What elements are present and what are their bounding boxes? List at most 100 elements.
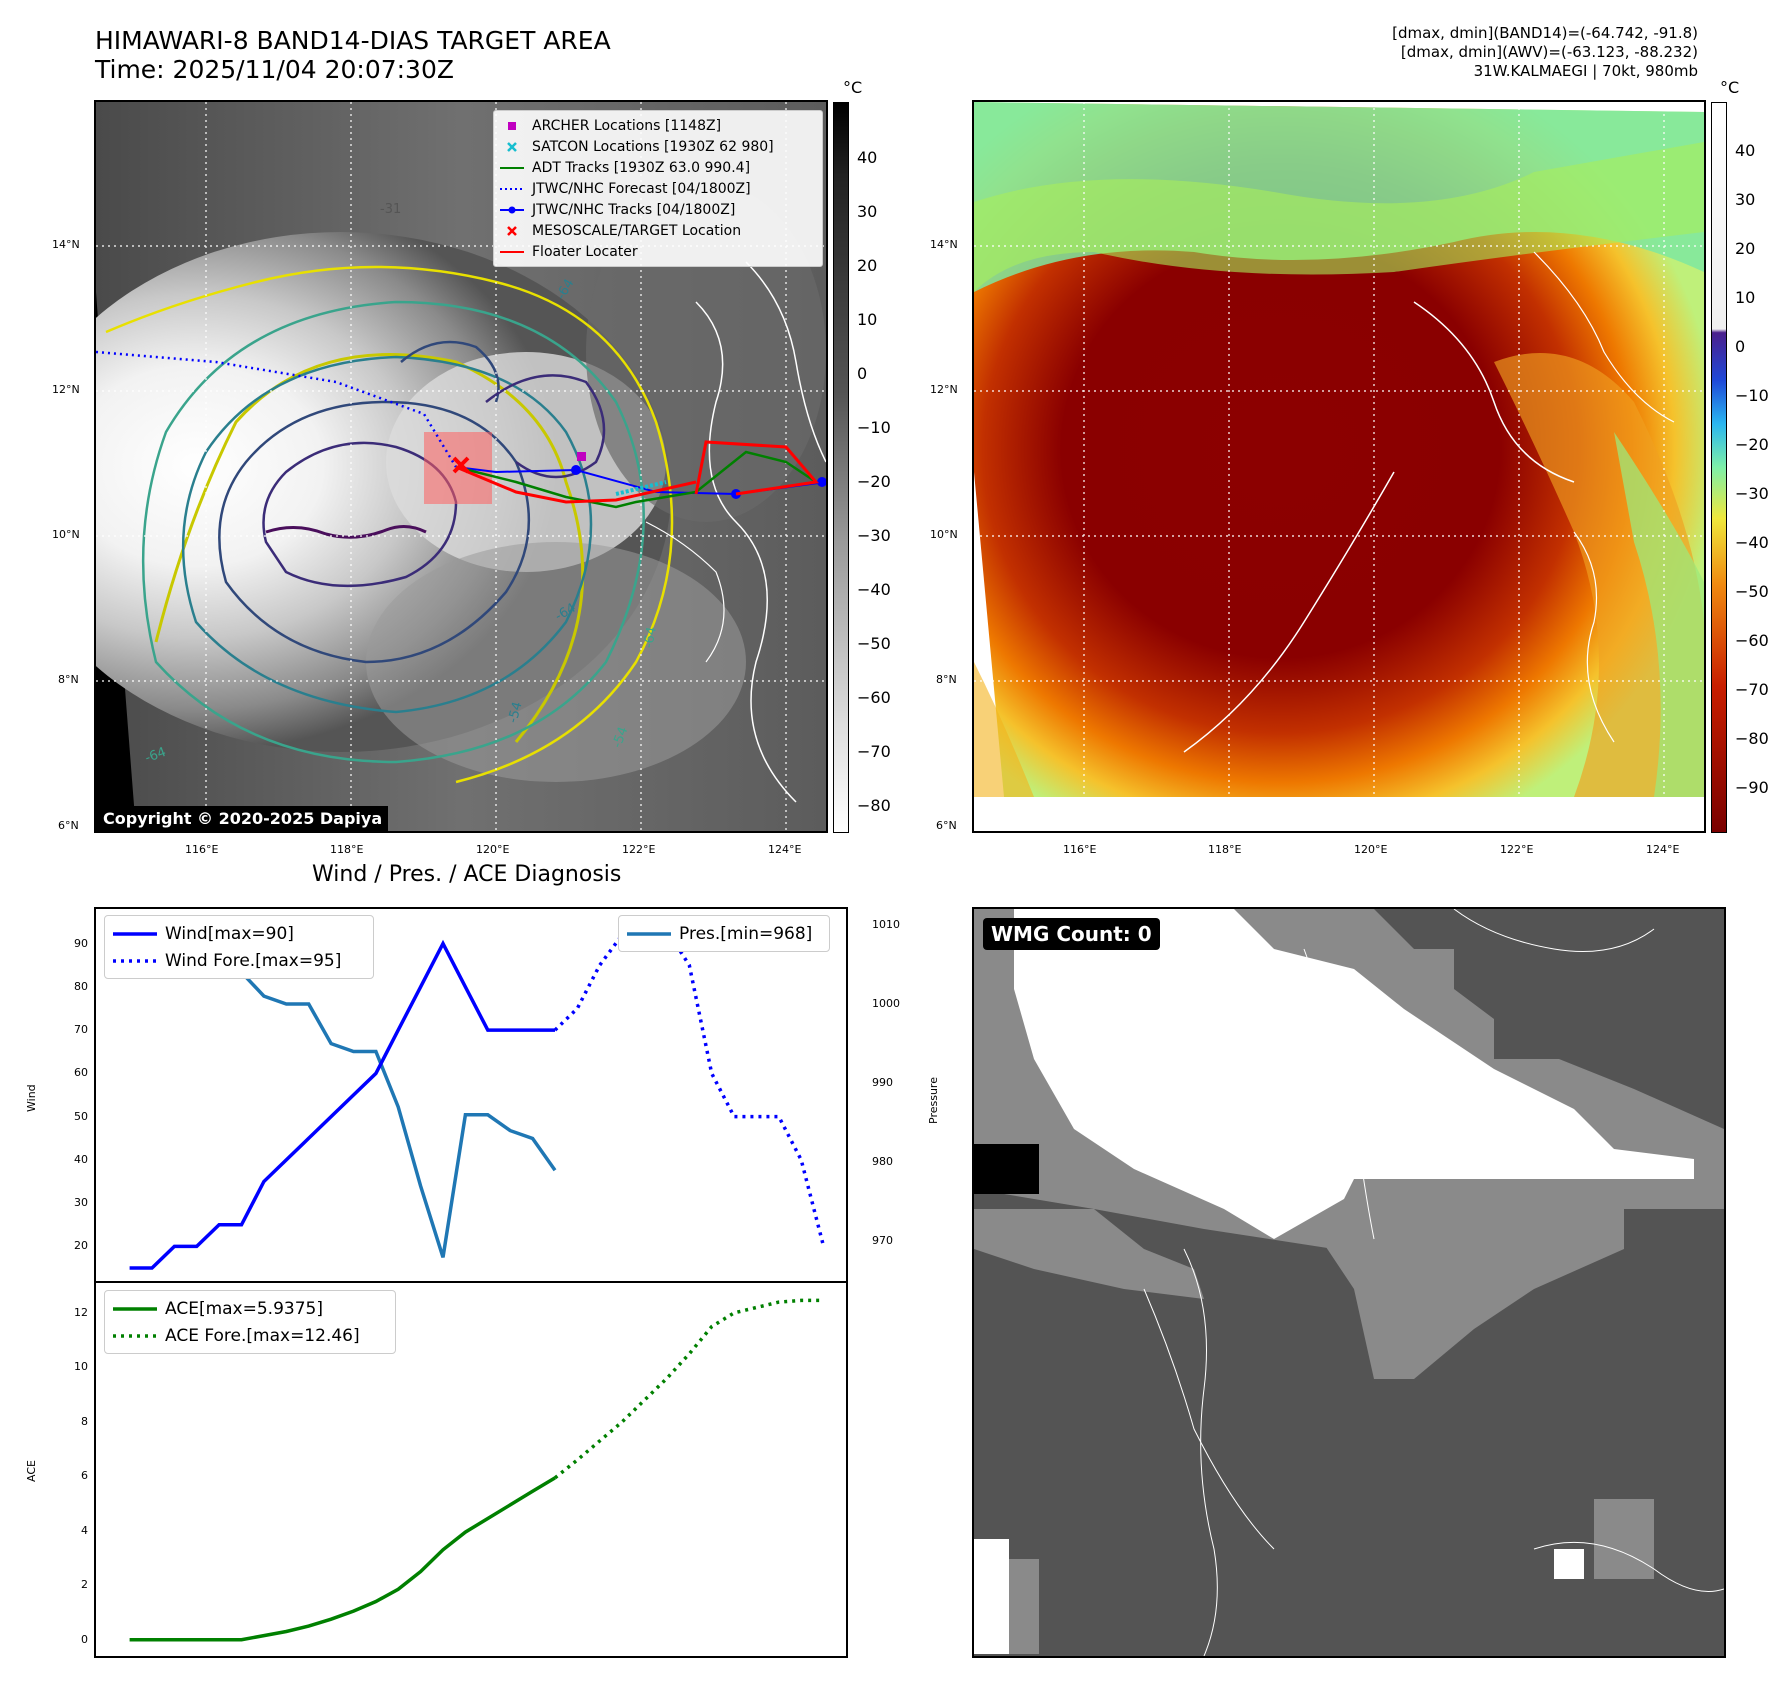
- legend-ace-label: ACE[max=5.9375]: [165, 1298, 323, 1319]
- legend-wind-forecast: Wind Fore.[max=95]: [113, 947, 365, 974]
- heat-colorbar: [1711, 102, 1727, 833]
- figure-title: HIMAWARI-8 BAND14-DIAS TARGET AREA Time:…: [95, 26, 611, 84]
- legend-mesoscale: MESOSCALE/TARGET Location: [500, 220, 816, 241]
- gray-colorbar: [833, 102, 849, 833]
- heat-colorbar-tick: −50: [1735, 582, 1769, 601]
- pressure-legend: Pres.[min=968]: [618, 915, 830, 952]
- title-line1: HIMAWARI-8 BAND14-DIAS TARGET AREA: [95, 26, 611, 55]
- legend-ace-forecast-label: ACE Fore.[max=12.46]: [165, 1325, 360, 1346]
- wind-legend: Wind[max=90] Wind Fore.[max=95]: [104, 915, 374, 979]
- ir-map-panel: ARCHER Locations [1148Z] SATCON Location…: [94, 100, 828, 833]
- gray-colorbar-tick: −50: [857, 634, 891, 653]
- map-legend: ARCHER Locations [1148Z] SATCON Location…: [493, 110, 823, 267]
- lat-label: 8°N: [58, 673, 79, 686]
- title-line2: Time: 2025/11/04 20:07:30Z: [95, 55, 454, 84]
- wind-ytick: 50: [74, 1109, 88, 1123]
- lat-label: 10°N: [930, 528, 958, 541]
- copyright-label: Copyright © 2020-2025 Dapiya: [97, 806, 389, 831]
- pressure-ytick: 970: [872, 1234, 893, 1248]
- wind-ytick: 30: [74, 1196, 88, 1210]
- ace-axis-label: ACE: [25, 1460, 38, 1482]
- legend-pressure-label: Pres.[min=968]: [679, 923, 813, 944]
- heat-colorbar-tick: −60: [1735, 631, 1769, 650]
- lon-label: 122°E: [1500, 843, 1534, 856]
- legend-mesoscale-label: MESOSCALE/TARGET Location: [532, 222, 742, 239]
- lon-label: 120°E: [1354, 843, 1388, 856]
- gray-colorbar-tick: 0: [857, 364, 868, 383]
- band14-range: [dmax, dmin](BAND14)=(-64.742, -91.8): [1392, 24, 1698, 42]
- heat-colorbar-tick: −20: [1735, 435, 1769, 454]
- ace-chart: [94, 1281, 848, 1658]
- legend-satcon: SATCON Locations [1930Z 62 980]: [500, 136, 816, 157]
- legend-ace: ACE[max=5.9375]: [113, 1295, 387, 1322]
- lon-label: 124°E: [768, 843, 802, 856]
- lon-label: 116°E: [185, 843, 219, 856]
- heat-colorbar-tick: 10: [1735, 288, 1756, 307]
- gray-colorbar-tick: −80: [857, 796, 891, 815]
- heat-colorbar-tick: −80: [1735, 729, 1769, 748]
- ace-ytick: 12: [74, 1305, 88, 1319]
- heat-colorbar-tick: −30: [1735, 484, 1769, 503]
- legend-wind-label: Wind[max=90]: [165, 923, 294, 944]
- legend-adt: ADT Tracks [1930Z 63.0 990.4]: [500, 157, 816, 178]
- ace-ytick: 8: [81, 1414, 88, 1428]
- pressure-ytick: 980: [872, 1155, 893, 1169]
- legend-archer-label: ARCHER Locations [1148Z]: [532, 117, 722, 134]
- lat-label: 14°N: [930, 238, 958, 251]
- legend-wind: Wind[max=90]: [113, 920, 365, 947]
- diagnosis-title: Wind / Pres. / ACE Diagnosis: [312, 862, 622, 887]
- heat-colorbar-unit: °C: [1720, 78, 1740, 97]
- wind-ytick: 70: [74, 1023, 88, 1037]
- heat-colorbar-tick: −70: [1735, 680, 1769, 699]
- pressure-axis-label: Pressure: [927, 1077, 940, 1124]
- gray-colorbar-tick: 30: [857, 202, 878, 221]
- wind-ytick: 60: [74, 1066, 88, 1080]
- awv-map-image: [974, 102, 1704, 831]
- lat-label: 8°N: [936, 673, 957, 686]
- lat-label: 6°N: [936, 819, 957, 832]
- legend-floater: Floater Locater: [500, 241, 816, 262]
- ace-ytick: 10: [74, 1360, 88, 1374]
- ace-ytick: 0: [81, 1632, 88, 1646]
- lon-label: 118°E: [330, 843, 364, 856]
- wind-ytick: 40: [74, 1152, 88, 1166]
- awv-map-panel: [972, 100, 1706, 833]
- wind-ytick: 20: [74, 1239, 88, 1253]
- wind-line: [129, 939, 555, 1270]
- header-right: [dmax, dmin](BAND14)=(-64.742, -91.8) [d…: [1392, 24, 1698, 81]
- gray-colorbar-tick: 10: [857, 310, 878, 329]
- storm-info: 31W.KALMAEGI | 70kt, 980mb: [1473, 62, 1698, 80]
- heat-colorbar-tick: −40: [1735, 533, 1769, 552]
- wmg-map-image: [974, 909, 1724, 1656]
- ace-ytick: 4: [81, 1523, 88, 1537]
- wmg-count-badge: WMG Count: 0: [983, 918, 1160, 950]
- ace-plot: [129, 1298, 824, 1642]
- heat-colorbar-tick: −10: [1735, 386, 1769, 405]
- wind-ytick: 90: [74, 936, 88, 950]
- legend-jtwc-forecast-label: JTWC/NHC Forecast [04/1800Z]: [532, 180, 751, 197]
- legend-pressure: Pres.[min=968]: [627, 920, 821, 947]
- gray-colorbar-tick: 20: [857, 256, 878, 275]
- gray-colorbar-tick: −70: [857, 742, 891, 761]
- awv-range: [dmax, dmin](AWV)=(-63.123, -88.232): [1400, 43, 1698, 61]
- legend-jtwc-tracks-label: JTWC/NHC Tracks [04/1800Z]: [532, 201, 736, 218]
- lon-label: 118°E: [1208, 843, 1242, 856]
- ace-ytick: 6: [81, 1469, 88, 1483]
- gray-colorbar-tick: −60: [857, 688, 891, 707]
- gray-colorbar-unit: °C: [843, 78, 863, 97]
- lon-label: 124°E: [1646, 843, 1680, 856]
- lon-label: 116°E: [1063, 843, 1097, 856]
- gray-colorbar-tick: −20: [857, 472, 891, 491]
- wind-forecast-line: [553, 920, 826, 1247]
- legend-archer: ARCHER Locations [1148Z]: [500, 115, 816, 136]
- lat-label: 6°N: [58, 819, 79, 832]
- heat-colorbar-tick: −90: [1735, 778, 1769, 797]
- lat-label: 14°N: [52, 238, 80, 251]
- legend-jtwc-tracks: JTWC/NHC Tracks [04/1800Z]: [500, 199, 816, 220]
- ace-forecast-line: [553, 1298, 824, 1480]
- lat-label: 10°N: [52, 528, 80, 541]
- lat-label: 12°N: [930, 383, 958, 396]
- lat-label: 12°N: [52, 383, 80, 396]
- ace-legend: ACE[max=5.9375] ACE Fore.[max=12.46]: [104, 1290, 396, 1354]
- ace-line: [129, 1476, 556, 1642]
